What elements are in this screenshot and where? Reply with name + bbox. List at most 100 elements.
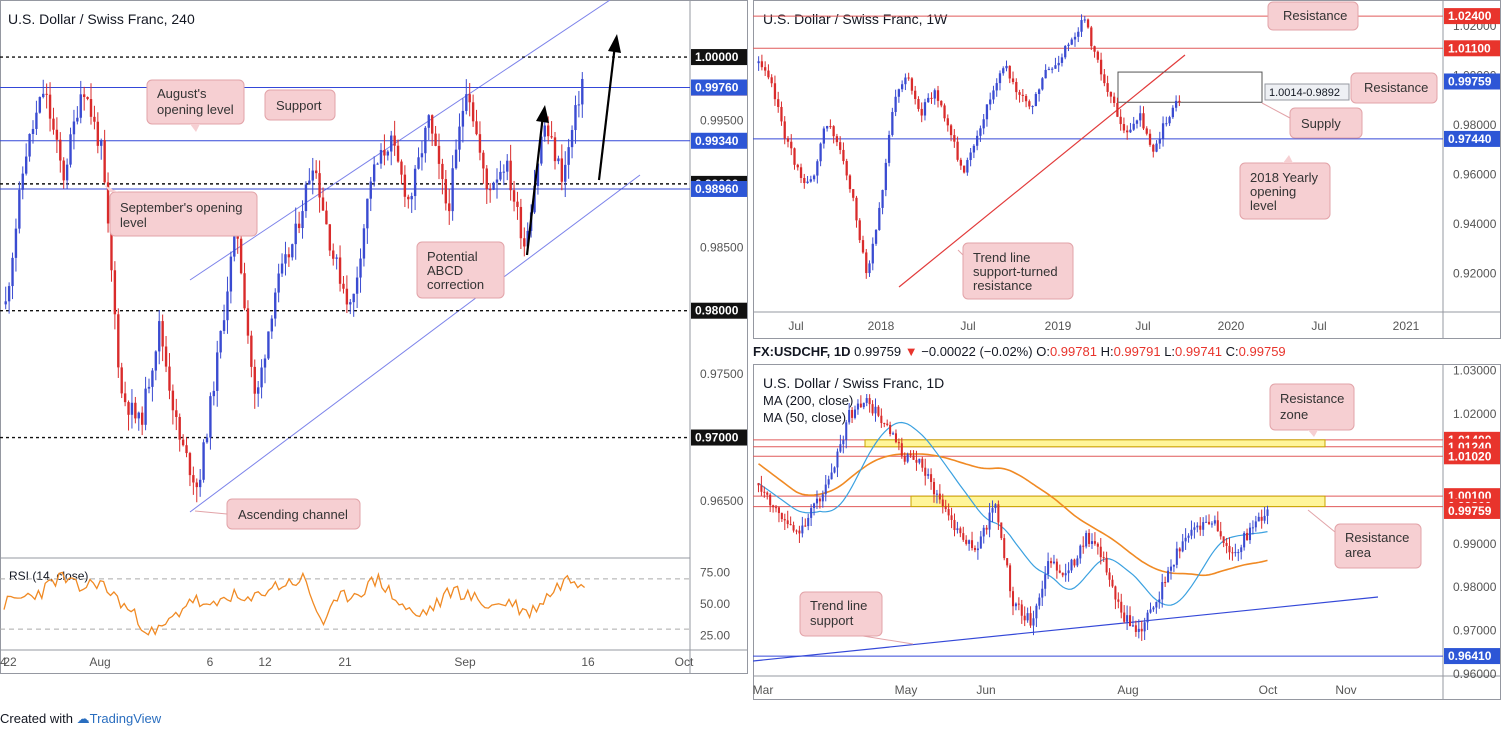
d1-ma50-label: MA (50, close) — [763, 410, 846, 425]
w1-candle — [943, 103, 946, 122]
h4-candle — [291, 243, 294, 261]
w1-price-tag: 1.01100 — [1444, 40, 1500, 57]
h4-chart[interactable]: U.S. Dollar / Swiss Franc, 240 August's … — [0, 0, 748, 675]
w1-candle — [1070, 37, 1073, 46]
h4-candle — [478, 121, 482, 161]
d1-candle — [780, 512, 783, 523]
d1-candle — [763, 486, 766, 498]
h4-candle — [137, 411, 140, 431]
h4-candle — [42, 79, 45, 99]
h4-x-tick: 16 — [581, 655, 595, 669]
d1-price-tag: 1.01020 — [1444, 448, 1500, 465]
h4-candle — [69, 127, 72, 168]
h4-x-tick: 6 — [207, 655, 214, 669]
h4-candle — [550, 121, 553, 139]
d1-candle — [865, 394, 868, 407]
august-opening-line1: August's — [157, 86, 207, 101]
d1-candle — [930, 468, 933, 490]
w1-candle — [1005, 60, 1008, 72]
w1-supply-tag-text: 1.0014-0.9892 — [1269, 87, 1340, 99]
h4-candle — [506, 154, 509, 181]
w1-candle — [1155, 140, 1158, 153]
h4-target-arrowhead — [608, 34, 621, 53]
ticker-h: 0.99791 — [1113, 344, 1161, 359]
h4-candle — [35, 100, 38, 135]
w1-candle — [1037, 88, 1041, 102]
d1-candle — [1172, 564, 1175, 572]
d1-candle — [810, 504, 813, 527]
w1-supply-text: Supply — [1301, 116, 1341, 131]
d1-candle — [821, 490, 824, 508]
w1-candle — [1024, 94, 1028, 108]
d1-candle — [1234, 543, 1237, 557]
d1-candle — [868, 394, 871, 413]
w1-candle — [1083, 15, 1086, 23]
w1-candle — [923, 98, 927, 121]
d1-candle — [1140, 620, 1143, 641]
w1-candle — [887, 130, 891, 167]
w1-x-tick: Jul — [1311, 319, 1326, 333]
d1-candle — [900, 437, 903, 459]
d1-candle — [1149, 602, 1152, 614]
footer-brand[interactable]: TradingView — [89, 711, 162, 726]
w1-candle — [1145, 126, 1148, 136]
h4-candle — [314, 160, 318, 179]
svg-text:0.99759: 0.99759 — [1448, 74, 1492, 88]
w1-chart[interactable]: U.S. Dollar / Swiss Franc, 1W 1.0014-0.9… — [753, 0, 1501, 340]
w1-x-tick: 2019 — [1045, 319, 1072, 333]
d1-candle — [1032, 610, 1035, 636]
svg-text:0.99340: 0.99340 — [695, 134, 739, 148]
h4-candle — [485, 165, 488, 204]
d1-candle — [1058, 564, 1061, 574]
w1-candle — [1126, 125, 1129, 140]
h4-candle — [420, 140, 424, 171]
d1-candle — [1129, 606, 1132, 627]
h4-candle — [342, 276, 345, 294]
w1-x-tick: 2020 — [1218, 319, 1245, 333]
w1-candle — [904, 73, 907, 91]
september-opening-line2: level — [120, 215, 147, 230]
d1-candle — [1047, 552, 1050, 580]
h4-candle — [130, 389, 134, 429]
h4-x-tick: 21 — [338, 655, 352, 669]
svg-text:0.97000: 0.97000 — [695, 431, 739, 445]
d1-candle — [935, 489, 938, 504]
d1-candle — [1099, 538, 1102, 565]
w1-candle — [757, 56, 760, 71]
tradingview-logo-icon: ☁ — [76, 711, 90, 726]
h4-candle — [454, 139, 458, 170]
h4-candle — [294, 207, 297, 260]
w1-candle — [819, 142, 822, 167]
d1-x-tick: Jun — [976, 683, 995, 697]
h4-abcd-arrow — [525, 114, 545, 256]
w1-candle — [825, 125, 829, 132]
h4-candle — [475, 109, 478, 136]
w1-candle — [1171, 105, 1174, 119]
d1-candle — [874, 398, 877, 422]
w1-candle — [917, 96, 920, 112]
h4-y-tick: 0.97500 — [700, 367, 744, 381]
d1-candle — [1035, 603, 1038, 628]
august-opening-line2: opening level — [157, 102, 234, 117]
d1-chart[interactable]: U.S. Dollar / Swiss Franc, 1D MA (200, c… — [753, 364, 1501, 701]
w1-candle — [1077, 27, 1080, 43]
h4-candle — [86, 96, 89, 101]
h4-candle — [332, 243, 335, 266]
h4-candle — [400, 159, 403, 185]
d1-candle — [927, 468, 930, 479]
d1-candle — [1257, 512, 1260, 522]
d1-candle — [1000, 522, 1003, 541]
d1-rz-line2: zone — [1280, 407, 1308, 422]
d1-candle — [1117, 592, 1120, 609]
d1-candle — [953, 513, 956, 537]
h4-candle — [65, 158, 69, 189]
h4-candle — [430, 114, 434, 146]
d1-candle — [1096, 542, 1099, 555]
h4-candle — [205, 433, 209, 444]
w1-candle — [803, 173, 806, 189]
w1-candle — [985, 104, 989, 127]
d1-trendline-support — [752, 596, 1379, 662]
d1-candle — [1199, 517, 1202, 536]
w1-candle — [780, 101, 783, 126]
svg-text:0.98960: 0.98960 — [695, 182, 739, 196]
